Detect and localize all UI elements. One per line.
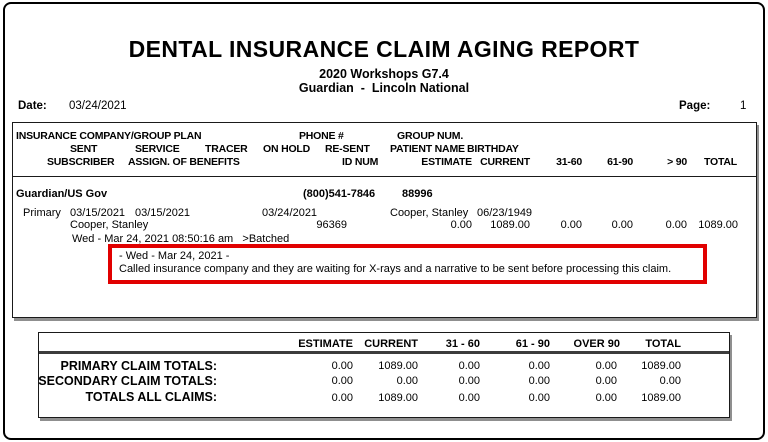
claim-subscriber: Cooper, Stanley xyxy=(70,219,149,231)
col-header-re-sent: RE-SENT xyxy=(325,143,370,155)
report-provider-line: Guardian - Lincoln National xyxy=(298,81,470,95)
col-header-estimate: ESTIMATE xyxy=(421,156,472,168)
col-header-total: TOTAL xyxy=(703,156,737,168)
group-number: 88996 xyxy=(402,188,433,200)
claims-table-box xyxy=(12,122,757,318)
claim-service-date: 03/15/2021 xyxy=(135,207,191,219)
col-header-subscriber: SUBSCRIBER xyxy=(47,156,115,168)
totals-header-over-90: OVER 90 xyxy=(573,338,620,350)
report-subtitle: 2020 Workshops G7.4 xyxy=(319,67,449,81)
totals-secondary-current: 0.00 xyxy=(396,375,418,387)
totals-row-secondary-label: SECONDARY CLAIM TOTALS: xyxy=(38,374,217,388)
totals-all-estimate: 0.00 xyxy=(331,392,353,404)
totals-primary-61-90: 0.00 xyxy=(528,360,550,372)
page-number: 1 xyxy=(740,100,747,112)
claim-current: 1089.00 xyxy=(490,219,530,231)
totals-all-over-90: 0.00 xyxy=(595,392,617,404)
totals-all-61-90: 0.00 xyxy=(528,392,550,404)
claim-resent-date: 03/24/2021 xyxy=(262,207,318,219)
totals-primary-total: 1089.00 xyxy=(641,360,681,372)
totals-secondary-31-60: 0.00 xyxy=(458,375,480,387)
totals-all-total: 1089.00 xyxy=(641,392,681,404)
col-header-on-hold: ON HOLD xyxy=(263,143,311,155)
col-header-group-num: GROUP NUM. xyxy=(397,130,464,142)
totals-header-61-90: 61 - 90 xyxy=(515,338,550,350)
col-header-phone: PHONE # xyxy=(299,130,344,142)
col-header-company: INSURANCE COMPANY/GROUP PLAN xyxy=(16,130,202,142)
date-value: 03/24/2021 xyxy=(69,100,127,112)
col-header-61-90: 61-90 xyxy=(607,156,633,168)
col-header-31-60: 31-60 xyxy=(556,156,582,168)
group-phone: (800)541-7846 xyxy=(303,188,376,200)
totals-header-current: CURRENT xyxy=(364,338,418,350)
totals-header-total: TOTAL xyxy=(645,338,681,350)
claim-61-90: 0.00 xyxy=(611,219,633,231)
totals-primary-over-90: 0.00 xyxy=(595,360,617,372)
totals-primary-current: 1089.00 xyxy=(378,360,418,372)
totals-primary-31-60: 0.00 xyxy=(458,360,480,372)
col-header-sent: SENT xyxy=(70,143,98,155)
claim-note-date: - Wed - Mar 24, 2021 - xyxy=(119,250,230,262)
date-label: Date: xyxy=(18,100,47,112)
totals-row-all-label: TOTALS ALL CLAIMS: xyxy=(85,390,217,404)
col-header-over-90: > 90 xyxy=(667,156,687,168)
claim-over-90: 0.00 xyxy=(665,219,687,231)
totals-header-estimate: ESTIMATE xyxy=(298,338,353,350)
totals-header-underline xyxy=(39,351,729,354)
totals-secondary-61-90: 0.00 xyxy=(528,375,550,387)
group-plan-name: Guardian/US Gov xyxy=(16,188,108,200)
col-header-current: CURRENT xyxy=(480,156,530,168)
claim-id-num: 96369 xyxy=(316,219,347,231)
claim-note-text: Called insurance company and they are wa… xyxy=(119,263,672,275)
claim-sent-date: 03/15/2021 xyxy=(70,207,126,219)
totals-secondary-estimate: 0.00 xyxy=(331,375,353,387)
claim-total: 1089.00 xyxy=(698,219,738,231)
claim-estimate: 0.00 xyxy=(450,219,472,231)
totals-header-31-60: 31 - 60 xyxy=(445,338,480,350)
page-label: Page: xyxy=(679,100,711,112)
header-separator-line xyxy=(13,176,756,177)
totals-all-current: 1089.00 xyxy=(378,392,418,404)
highlight-box: - Wed - Mar 24, 2021 - Called insurance … xyxy=(108,244,707,284)
col-header-id-num: ID NUM xyxy=(342,156,379,168)
col-header-service: SERVICE xyxy=(135,143,180,155)
totals-primary-estimate: 0.00 xyxy=(331,360,353,372)
totals-row-primary-label: PRIMARY CLAIM TOTALS: xyxy=(60,359,217,373)
totals-secondary-total: 0.00 xyxy=(659,375,681,387)
col-header-tracer: TRACER xyxy=(205,143,248,155)
col-header-birthday: BIRTHDAY xyxy=(467,143,519,155)
claim-31-60: 0.00 xyxy=(560,219,582,231)
totals-all-31-60: 0.00 xyxy=(458,392,480,404)
totals-secondary-over-90: 0.00 xyxy=(595,375,617,387)
claim-status-line: Wed - Mar 24, 2021 08:50:16 am >Batched xyxy=(72,233,290,245)
col-header-patient-name: PATIENT NAME xyxy=(390,143,465,155)
totals-table-box xyxy=(38,332,730,418)
col-header-assign-benefits: ASSIGN. OF BENEFITS xyxy=(128,156,240,168)
claim-rank: Primary xyxy=(23,207,61,219)
report-title: DENTAL INSURANCE CLAIM AGING REPORT xyxy=(128,36,640,62)
claim-birthday: 06/23/1949 xyxy=(477,207,533,219)
claim-patient-name: Cooper, Stanley xyxy=(390,207,469,219)
